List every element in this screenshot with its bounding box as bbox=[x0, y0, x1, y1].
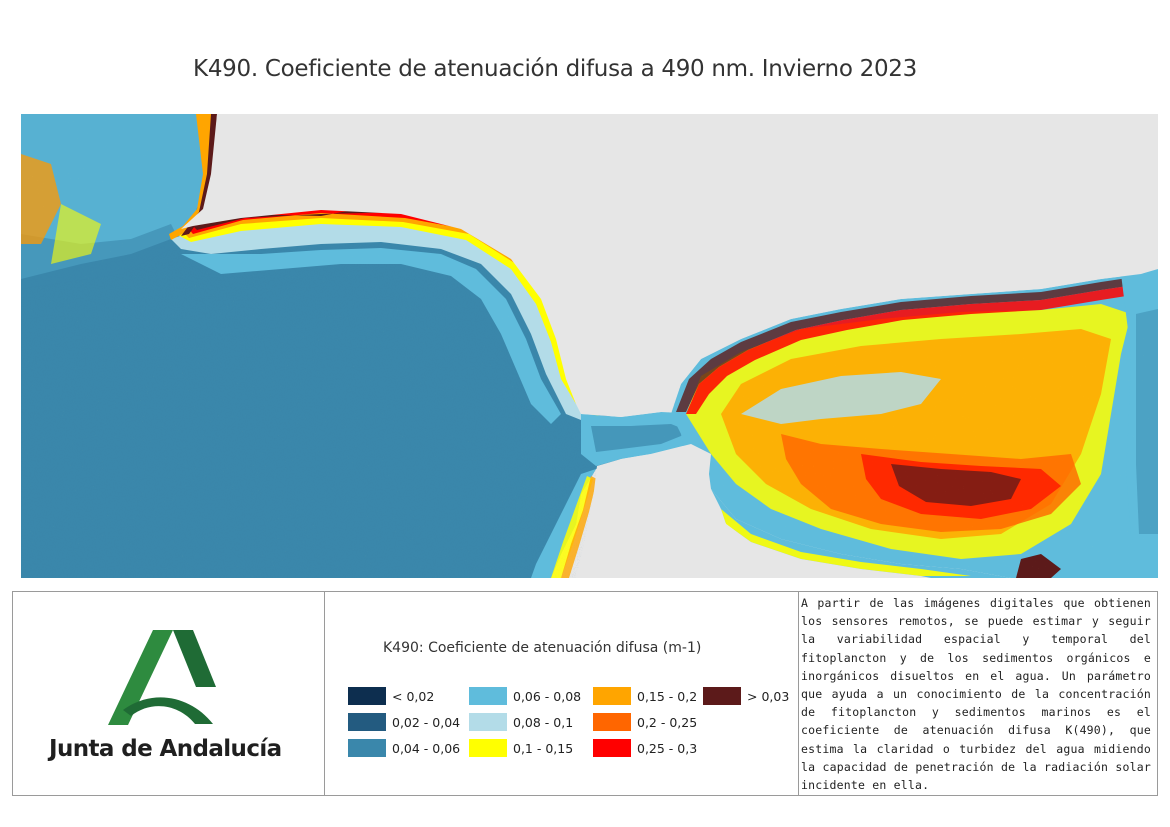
legend-swatch bbox=[469, 687, 507, 705]
legend-swatch bbox=[348, 739, 386, 757]
legend-label: 0,08 - 0,1 bbox=[513, 714, 574, 730]
legend-item: < 0,02 bbox=[348, 686, 434, 706]
legend-swatch bbox=[593, 739, 631, 757]
legend-item: > 0,03 bbox=[703, 686, 789, 706]
divider-right bbox=[798, 592, 799, 795]
legend-swatch bbox=[593, 687, 631, 705]
legend-item: 0,02 - 0,04 bbox=[348, 712, 460, 732]
legend-label: 0,2 - 0,25 bbox=[637, 714, 698, 730]
land-africa bbox=[576, 444, 931, 578]
legend-item: 0,1 - 0,15 bbox=[469, 738, 573, 758]
legend-title: K490: Coeficiente de atenuación difusa (… bbox=[383, 640, 702, 656]
legend-label: 0,04 - 0,06 bbox=[392, 740, 461, 756]
legend-item: 0,08 - 0,1 bbox=[469, 712, 573, 732]
junta-logo: Junta de Andalucía bbox=[13, 592, 324, 795]
legend-label: > 0,03 bbox=[747, 688, 790, 704]
legend-label: < 0,02 bbox=[392, 688, 435, 704]
map-graphic bbox=[21, 114, 1158, 578]
legend-item: 0,15 - 0,2 bbox=[593, 686, 697, 706]
legend-label: 0,15 - 0,2 bbox=[637, 688, 698, 704]
legend-swatch bbox=[593, 713, 631, 731]
k490-map bbox=[21, 114, 1158, 578]
legend-label: 0,06 - 0,08 bbox=[513, 688, 582, 704]
legend-panel: Junta de Andalucía K490: Coeficiente de … bbox=[12, 591, 1158, 796]
legend-item: 0,04 - 0,06 bbox=[348, 738, 460, 758]
junta-logo-icon bbox=[108, 630, 216, 725]
divider-left bbox=[324, 592, 325, 795]
legend-item: 0,2 - 0,25 bbox=[593, 712, 697, 732]
legend-label: 0,1 - 0,15 bbox=[513, 740, 574, 756]
description-text: A partir de las imágenes digitales que o… bbox=[801, 596, 1151, 793]
land-iberia bbox=[181, 114, 1158, 417]
map-title: K490. Coeficiente de atenuación difusa a… bbox=[193, 56, 917, 82]
junta-logo-text: Junta de Andalucía bbox=[49, 736, 282, 762]
legend-label: 0,02 - 0,04 bbox=[392, 714, 461, 730]
legend-swatch bbox=[469, 739, 507, 757]
legend-item: 0,25 - 0,3 bbox=[593, 738, 697, 758]
legend-swatch bbox=[348, 713, 386, 731]
legend-swatch bbox=[348, 687, 386, 705]
legend-swatch bbox=[469, 713, 507, 731]
legend-swatch bbox=[703, 687, 741, 705]
legend-label: 0,25 - 0,3 bbox=[637, 740, 698, 756]
legend-item: 0,06 - 0,08 bbox=[469, 686, 581, 706]
